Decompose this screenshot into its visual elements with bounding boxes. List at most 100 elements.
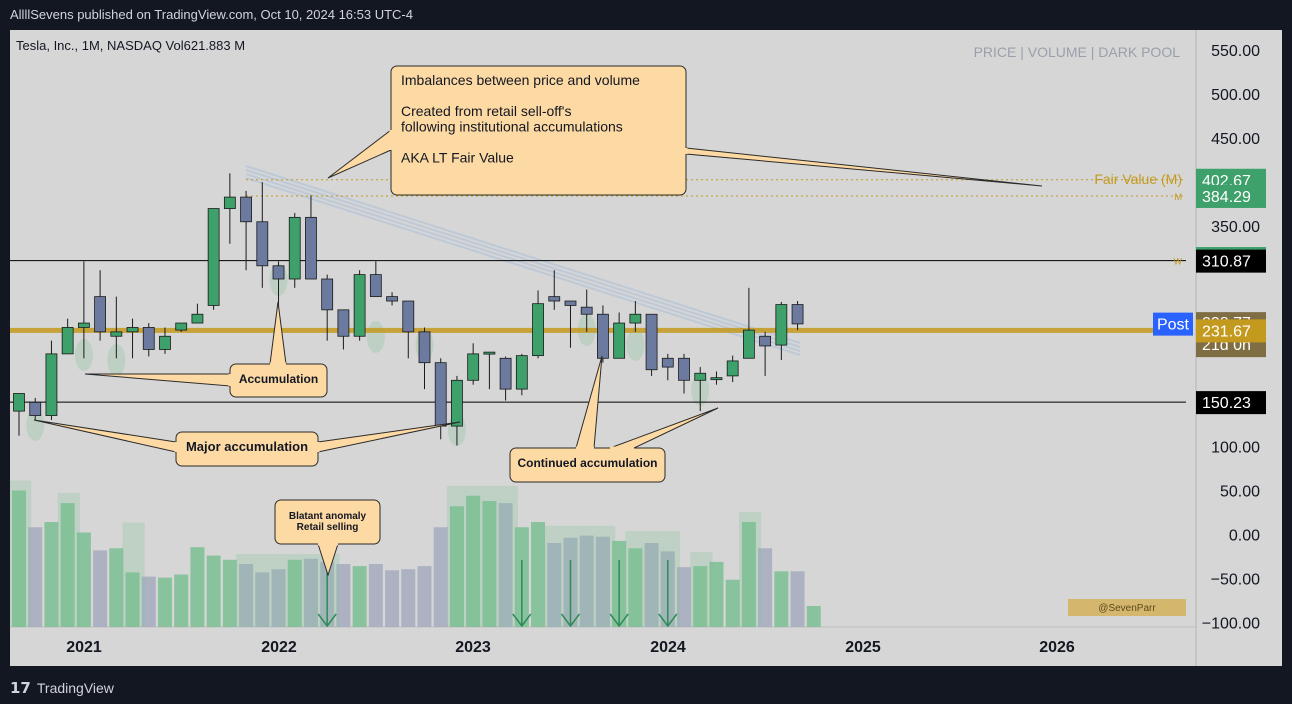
imbalances-callout-text: following institutional accumulations [401, 119, 623, 135]
post-tag: Post [1157, 317, 1190, 334]
candle-body [191, 313, 204, 324]
volume-arrow-head [512, 613, 532, 628]
time-tick-label: 2024 [650, 639, 686, 656]
candle-body [272, 265, 285, 280]
volume-bar [498, 503, 513, 627]
candle-body [256, 221, 269, 267]
price-tick-label: 50.00 [1220, 483, 1260, 500]
volume-bar [547, 543, 562, 627]
imbalances-callout-text: Imbalances between price and volume [401, 72, 640, 88]
time-tick-label: 2021 [66, 639, 102, 656]
accumulation-marker [107, 344, 126, 376]
blatant-anomaly-callout-text: Blatant anomaly [289, 511, 367, 522]
volume-bar [433, 527, 448, 627]
volume-bar [482, 501, 497, 627]
candle-body [629, 313, 642, 324]
candle-body [223, 196, 236, 209]
price-tick-label: 0.00 [1229, 527, 1260, 544]
volume-bar [741, 522, 756, 627]
volume-arrow-head [609, 613, 629, 628]
price-tick-label: 550.00 [1211, 43, 1260, 60]
candle-body [29, 401, 42, 416]
volume-arrow-head [658, 613, 678, 628]
volume-bar [806, 606, 821, 627]
candle-body [321, 278, 334, 311]
volume-bar [774, 571, 789, 627]
volume-bar [76, 532, 91, 627]
candle-body [483, 351, 496, 355]
publish-header: AllllSevens published on TradingView.com… [0, 0, 1292, 30]
price-tick-label: 500.00 [1211, 87, 1260, 104]
candle-body [418, 331, 431, 364]
volume-bar [93, 550, 108, 627]
candle-body [240, 196, 252, 223]
candle-body [613, 322, 626, 359]
candle-body [94, 296, 106, 333]
candle-body [661, 357, 674, 368]
accumulation-marker [26, 409, 45, 441]
volume-bar [466, 495, 481, 627]
candle-body [353, 274, 366, 337]
price-label: 231.67 [1202, 323, 1251, 340]
candle-body [288, 216, 301, 280]
trend-channel-line [245, 173, 801, 352]
trend-channel-line [245, 177, 801, 356]
chart-frame[interactable]: Tesla, Inc., 1M, NASDAQ Vol621.883 M PRIC… [10, 30, 1282, 666]
accumulation-marker [366, 321, 385, 353]
candle-body [710, 377, 723, 381]
time-tick-label: 2026 [1039, 639, 1075, 656]
candle-body [597, 313, 609, 359]
candle-body [580, 306, 593, 315]
tradingview-logo-icon[interactable]: 17 [10, 679, 31, 697]
price-tick-label: −50.00 [1211, 571, 1260, 588]
price-tick-label: −100.00 [1202, 616, 1260, 633]
volume-highlight [738, 512, 762, 627]
major-accumulation-callout-text: Major accumulation [186, 439, 308, 454]
volume-bar [60, 503, 75, 627]
candle-body [369, 274, 382, 298]
volume-highlight [446, 485, 518, 627]
accumulation-callout-text: Accumulation [239, 372, 318, 386]
candle-body [564, 300, 577, 306]
footer-bar: 17 TradingView [0, 672, 1292, 704]
price-tick-label: 100.00 [1211, 439, 1260, 456]
level-label-fair-value-m: Fair Value (M) [1094, 171, 1182, 187]
candle-body [175, 322, 188, 331]
level-label-fair-value-sub: M [1175, 192, 1183, 202]
volume-bar [449, 506, 464, 627]
volume-bar [125, 572, 140, 627]
volume-bar [401, 569, 416, 627]
candle-body [532, 303, 544, 357]
candle-body [515, 355, 528, 390]
time-tick-label: 2022 [261, 639, 297, 656]
level-label-resistance: W [1174, 257, 1183, 267]
volume-arrow-head [317, 613, 337, 628]
candle-body [77, 322, 90, 328]
volume-bar [239, 564, 254, 627]
volume-bar [628, 548, 643, 627]
volume-highlight [236, 554, 340, 627]
blatant-anomaly-callout-text: Retail selling [297, 522, 359, 533]
candle-body [337, 309, 350, 337]
volume-bar [725, 579, 740, 627]
publish-line: AllllSevens published on TradingView.com… [10, 7, 413, 22]
candle-body [61, 327, 74, 355]
volume-bar [174, 574, 189, 627]
volume-highlight [544, 525, 616, 627]
volume-bar [303, 558, 318, 627]
imbalances-callout-text: AKA LT Fair Value [401, 150, 514, 166]
volume-highlight [122, 522, 145, 627]
top-right-label: PRICE | VOLUME | DARK POOL [974, 44, 1181, 60]
tesla-monthly-chart[interactable]: Tesla, Inc., 1M, NASDAQ Vol621.883 M PRIC… [10, 30, 1282, 666]
footer-brand[interactable]: TradingView [36, 680, 114, 696]
candle-body [386, 296, 398, 302]
candle-body [45, 353, 58, 416]
trend-channel-line [245, 169, 801, 348]
candle-body [726, 360, 739, 377]
volume-highlight [625, 530, 681, 627]
candle-body [759, 335, 772, 347]
time-tick-label: 2025 [845, 639, 881, 656]
candle-body [434, 362, 447, 427]
volume-bar [271, 569, 286, 627]
volume-bar [709, 561, 724, 627]
